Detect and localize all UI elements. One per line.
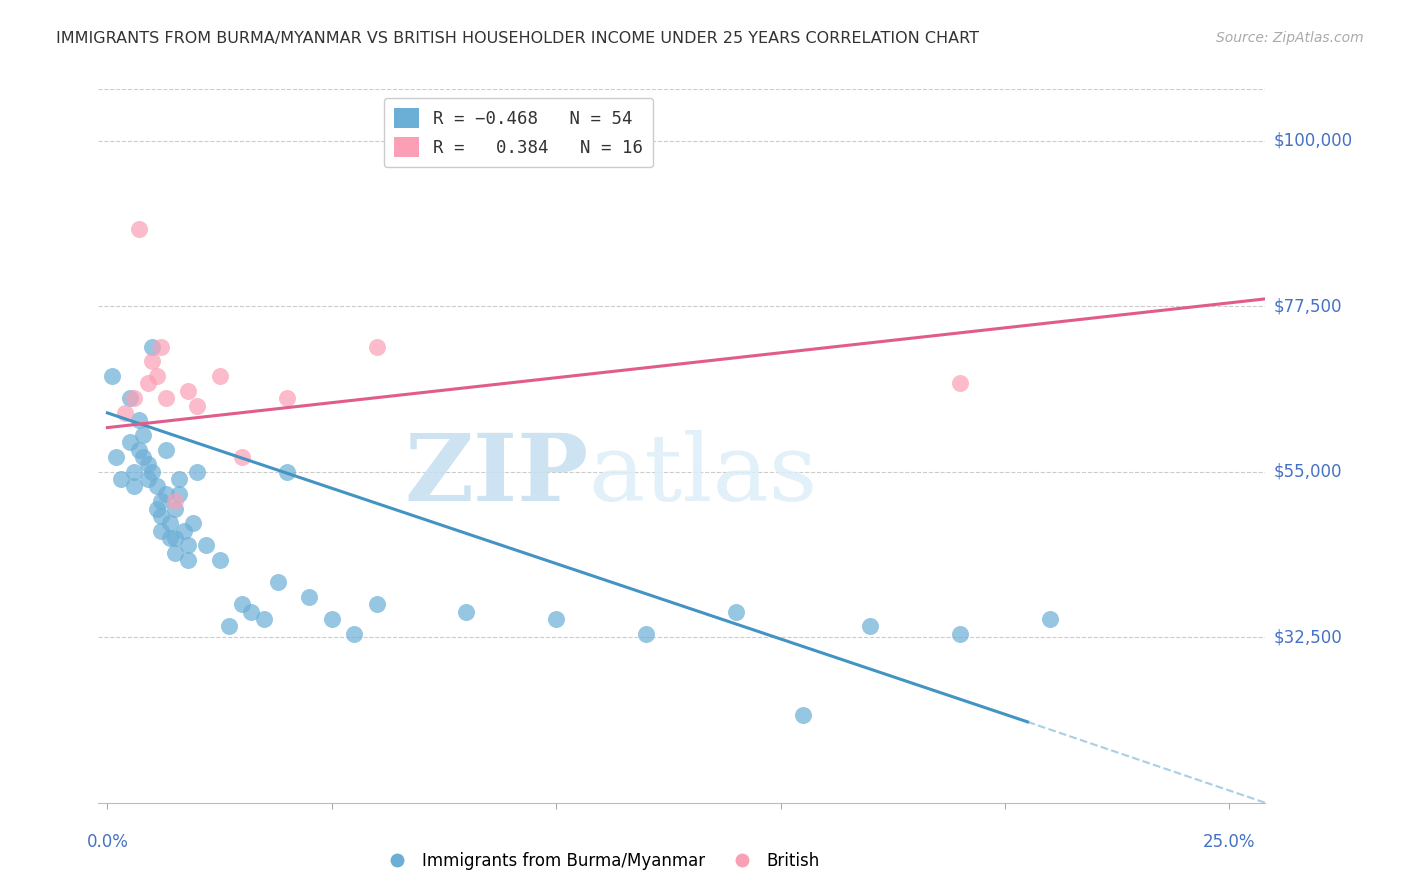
Point: [159, 516, 181, 531]
Text: ZIP: ZIP: [405, 430, 589, 519]
Point: [177, 384, 200, 398]
Point: [1039, 612, 1062, 626]
Point: [136, 376, 159, 391]
Text: $55,000: $55,000: [1274, 463, 1343, 481]
Point: [128, 442, 150, 457]
Point: [146, 369, 169, 384]
Text: atlas: atlas: [589, 430, 818, 519]
Point: [163, 546, 186, 560]
Point: [321, 612, 343, 626]
Point: [110, 472, 132, 486]
Point: [276, 391, 298, 405]
Point: [159, 531, 181, 545]
Point: [276, 465, 298, 479]
Point: [132, 450, 155, 464]
Point: [150, 524, 173, 538]
Point: [298, 590, 321, 604]
Point: [177, 553, 200, 567]
Point: [163, 501, 186, 516]
Legend: Immigrants from Burma/Myanmar, British: Immigrants from Burma/Myanmar, British: [374, 846, 827, 877]
Point: [167, 487, 190, 501]
Point: [949, 376, 972, 391]
Point: [141, 354, 163, 368]
Point: [146, 479, 169, 493]
Point: [167, 472, 190, 486]
Point: [186, 465, 208, 479]
Point: [146, 501, 169, 516]
Text: 25.0%: 25.0%: [1204, 833, 1256, 851]
Point: [231, 597, 253, 611]
Point: [163, 531, 186, 545]
Point: [231, 450, 253, 464]
Point: [208, 553, 231, 567]
Text: $32,500: $32,500: [1274, 628, 1343, 647]
Point: [634, 626, 657, 640]
Point: [155, 487, 177, 501]
Point: [155, 442, 177, 457]
Text: Source: ZipAtlas.com: Source: ZipAtlas.com: [1216, 31, 1364, 45]
Text: $100,000: $100,000: [1274, 132, 1353, 150]
Point: [240, 605, 263, 619]
Point: [136, 458, 159, 472]
Point: [114, 406, 136, 420]
Point: [792, 707, 814, 722]
Point: [177, 538, 200, 552]
Point: [124, 465, 146, 479]
Point: [366, 597, 388, 611]
Point: [546, 612, 568, 626]
Point: [101, 369, 124, 384]
Point: [253, 612, 276, 626]
Point: [132, 428, 155, 442]
Point: [173, 524, 195, 538]
Point: [150, 340, 173, 354]
Point: [949, 626, 972, 640]
Point: [456, 605, 478, 619]
Point: [118, 435, 141, 450]
Point: [267, 575, 290, 590]
Text: $77,500: $77,500: [1274, 297, 1343, 315]
Point: [141, 340, 163, 354]
Point: [141, 465, 163, 479]
Point: [150, 508, 173, 523]
Point: [136, 472, 159, 486]
Point: [150, 494, 173, 508]
Point: [128, 413, 150, 427]
Point: [366, 340, 388, 354]
Point: [124, 391, 146, 405]
Point: [859, 619, 882, 633]
Point: [124, 479, 146, 493]
Point: [218, 619, 240, 633]
Point: [163, 494, 186, 508]
Text: IMMIGRANTS FROM BURMA/MYANMAR VS BRITISH HOUSEHOLDER INCOME UNDER 25 YEARS CORRE: IMMIGRANTS FROM BURMA/MYANMAR VS BRITISH…: [56, 31, 979, 46]
Point: [155, 391, 177, 405]
Point: [343, 626, 366, 640]
Point: [195, 538, 218, 552]
Point: [181, 516, 204, 531]
Point: [128, 222, 150, 236]
Point: [118, 391, 141, 405]
Point: [724, 605, 747, 619]
Point: [186, 399, 208, 413]
Text: 0.0%: 0.0%: [86, 833, 128, 851]
Point: [105, 450, 128, 464]
Point: [208, 369, 231, 384]
